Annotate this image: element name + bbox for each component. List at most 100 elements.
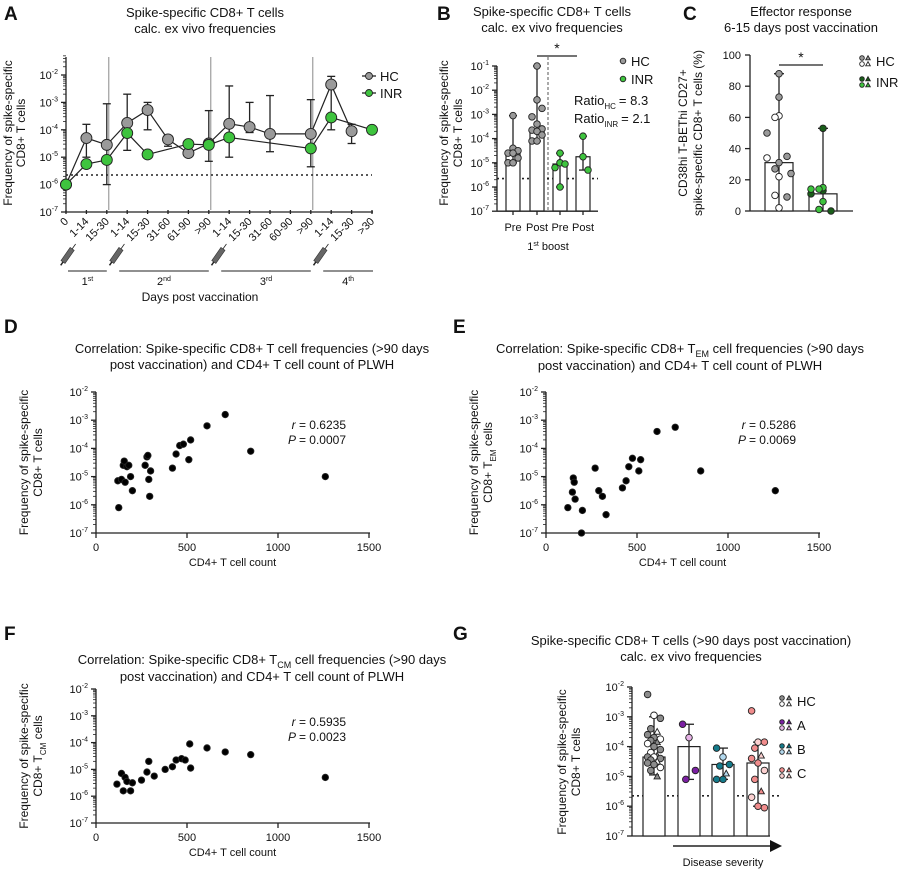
data-point xyxy=(771,487,779,495)
data-point xyxy=(141,461,149,469)
y-tick-label: 10-6 xyxy=(520,499,539,512)
data-point xyxy=(602,511,610,519)
legend-label: HC xyxy=(631,54,650,69)
p-value: P = 0.0007 xyxy=(288,433,346,447)
y-tick-label: 10-4 xyxy=(606,741,625,754)
syringe-barrel xyxy=(109,247,124,264)
x-tick-label: 500 xyxy=(628,542,646,554)
syringe-icon xyxy=(210,243,227,266)
y-tick-exponent: -3 xyxy=(82,414,88,421)
legend-label: A xyxy=(797,718,806,733)
x-tick-label: 0 xyxy=(543,542,549,554)
data-point xyxy=(146,492,154,500)
vaccination-suffix: th xyxy=(348,276,354,283)
data-point-HC xyxy=(650,711,658,720)
data-point xyxy=(636,456,645,464)
data-point xyxy=(247,447,255,455)
data-point xyxy=(570,478,578,486)
data-point xyxy=(168,763,177,771)
panel-letter-B: B xyxy=(437,4,451,25)
y-tick-label: 10-1 xyxy=(471,60,490,73)
x-tick-label: Post xyxy=(526,222,548,234)
x-tick-label: 61-90 xyxy=(165,216,193,244)
x-axis-label: CD4+ T cell count xyxy=(639,557,726,569)
data-point-HC xyxy=(643,690,652,699)
chart-title: Correlation: Spike-specific CD8+ TEM cel… xyxy=(496,341,865,359)
chart-title: calc. ex vivo frequencies xyxy=(620,649,762,664)
data-point-HC xyxy=(514,154,522,162)
y-tick-exponent: -7 xyxy=(483,205,489,212)
title-part: cell frequencies (>90 days xyxy=(291,652,447,667)
data-point-HC-triangle xyxy=(653,727,662,735)
data-point-B xyxy=(712,744,721,752)
data-point-HC xyxy=(162,133,174,146)
data-point-HC xyxy=(763,129,771,137)
chart-title: post vaccination) and CD4+ T cell count … xyxy=(110,357,394,372)
vaccination-number: 1 xyxy=(82,276,88,288)
y-axis-label: Frequency of spike-specific xyxy=(1,60,15,205)
data-point-INR-open xyxy=(819,197,827,206)
data-point xyxy=(671,423,679,431)
data-point-HC-triangle xyxy=(653,772,662,780)
chart-title: Spike-specific CD8+ T cells xyxy=(126,5,285,20)
y-tick-exponent: -7 xyxy=(82,817,88,824)
panel-g: 10-2 10-3 10-4 10-5 10-6 10-7 HC ABC Disease sev… xyxy=(606,681,816,869)
x-tick-label: >30 xyxy=(355,216,377,238)
data-point-HC xyxy=(121,116,134,129)
chart-title: 6-15 days post vaccination xyxy=(724,20,878,35)
r-symbol: r xyxy=(292,715,299,729)
y-tick-exponent: -2 xyxy=(82,683,88,690)
data-point xyxy=(128,487,137,495)
r-value: = 0.5286 xyxy=(749,418,796,432)
vaccination-number: 3 xyxy=(260,276,266,288)
y-tick-label: 40 xyxy=(729,144,741,156)
data-point-HC xyxy=(509,111,517,120)
data-point-HC-open xyxy=(763,154,771,162)
vaccination-suffix: rd xyxy=(266,276,272,283)
data-point-INR xyxy=(561,160,569,168)
x-label-text: boost xyxy=(539,241,569,253)
y-tick-label: 10-4 xyxy=(40,124,59,137)
legend-marker-HC xyxy=(619,57,627,65)
y-tick-exponent: -7 xyxy=(618,830,624,837)
y-tick-label: 10-6 xyxy=(606,800,625,813)
data-point-C xyxy=(747,754,756,763)
data-point-A xyxy=(685,733,693,742)
y-tick-exponent: -6 xyxy=(52,179,58,186)
legend-marker xyxy=(779,773,785,779)
y-tick-exponent: -5 xyxy=(532,471,538,478)
legend-label: HC xyxy=(380,69,399,84)
data-point-INR xyxy=(325,111,338,124)
data-point-INR xyxy=(579,152,587,161)
y-axis-label: CD8+ T cells xyxy=(451,99,465,168)
vaccination-number: 2 xyxy=(157,276,163,288)
data-point-HC xyxy=(647,724,655,733)
y-tick-exponent: -4 xyxy=(52,124,58,131)
panel-c: 0 20 40 60 80 100 HC INR * xyxy=(723,49,899,218)
data-point-HC xyxy=(528,113,536,121)
x-tick-label: Pre xyxy=(551,222,568,234)
legend-marker xyxy=(779,767,785,773)
y-tick-exponent: -4 xyxy=(82,442,88,449)
syringe-barrel xyxy=(313,247,328,264)
chart-title: calc. ex vivo frequencies xyxy=(481,20,623,35)
legend-marker xyxy=(785,772,793,779)
x-tick-label: 15-30 xyxy=(84,216,112,244)
y-tick-exponent: -7 xyxy=(82,527,88,534)
y-tick-label: 10-3 xyxy=(70,414,89,427)
panel-e: Correlation: Spike-specific CD8+ TEM cel… xyxy=(467,341,865,569)
data-point xyxy=(247,751,255,759)
x-axis-label: Days post vaccination xyxy=(142,290,259,304)
data-point-HC xyxy=(538,104,546,113)
data-point xyxy=(568,488,577,496)
y-axis-label: CD8+ T cells xyxy=(569,728,583,797)
y-tick-exponent: -3 xyxy=(52,96,58,103)
data-point-INR xyxy=(202,138,215,151)
y-tick-label: 10-7 xyxy=(70,817,89,830)
x-tick-label: 60-90 xyxy=(267,216,295,244)
data-point-C xyxy=(751,775,759,784)
syringe-plunger xyxy=(108,261,113,266)
y-tick-exponent: -6 xyxy=(618,800,624,807)
panel-letter-F: F xyxy=(4,624,16,645)
data-point-INR xyxy=(827,207,835,215)
